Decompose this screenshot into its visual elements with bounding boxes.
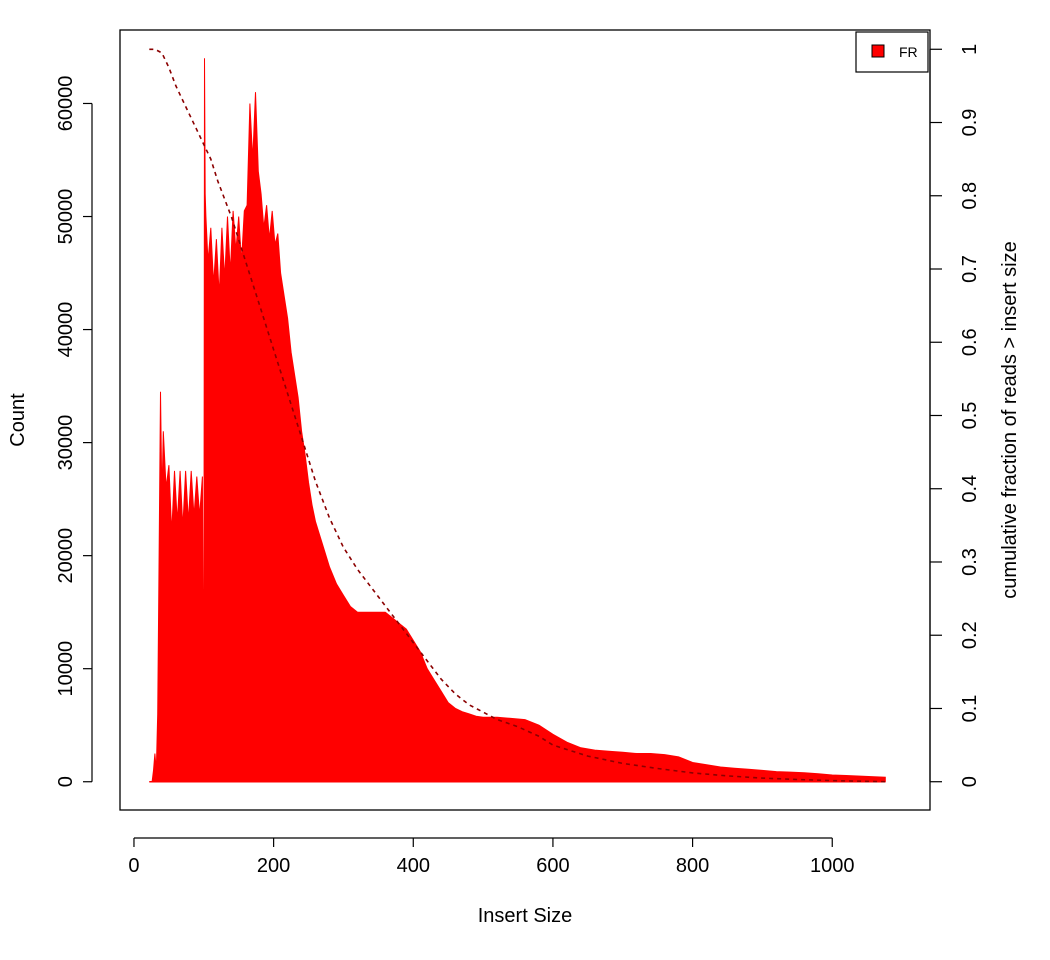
y2-tick-label: 0.8 xyxy=(959,182,981,210)
y2-tick-label: 0.6 xyxy=(959,328,981,356)
y-axis-left: 0 10000 20000 30000 40000 50000 60000 xyxy=(55,76,93,787)
y-axis-right: 0 0.1 0.2 0.3 0.4 0.5 0.6 0.7 0.8 0.9 1 xyxy=(929,44,981,787)
x-axis: 0 200 400 600 800 1000 xyxy=(128,837,855,877)
legend-box xyxy=(855,31,929,73)
legend: FR xyxy=(855,31,929,73)
y-axis-title: Count xyxy=(7,393,29,447)
x-axis-title: Insert Size xyxy=(478,905,572,927)
y2-axis-title: cumulative fraction of reads > insert si… xyxy=(999,241,1021,598)
x-tick-label: 600 xyxy=(536,855,569,877)
cumulative-layer xyxy=(149,48,886,783)
y-tick-label: 40000 xyxy=(55,302,77,358)
y2-tick-label: 0.5 xyxy=(959,402,981,430)
y-tick-label: 20000 xyxy=(55,528,77,584)
y2-tick-label: 0.3 xyxy=(959,548,981,576)
x-tick-label: 0 xyxy=(128,855,139,877)
y2-tick-label: 0.2 xyxy=(959,621,981,649)
y2-tick-label: 0.1 xyxy=(959,695,981,723)
legend-label-fr: FR xyxy=(899,44,918,60)
y2-tick-label: 0.4 xyxy=(959,475,981,503)
y-tick-label: 30000 xyxy=(55,415,77,471)
y2-tick-label: 0 xyxy=(959,776,981,787)
fr-histogram-area xyxy=(149,58,886,783)
y-tick-label: 0 xyxy=(55,776,77,787)
x-tick-label: 800 xyxy=(676,855,709,877)
cumulative-fraction-line xyxy=(149,48,886,783)
legend-swatch-fr xyxy=(871,44,885,58)
y-tick-label: 60000 xyxy=(55,76,77,132)
x-tick-label: 400 xyxy=(397,855,430,877)
y2-tick-label: 0.7 xyxy=(959,255,981,283)
y2-tick-label: 1 xyxy=(959,44,981,55)
x-tick-label: 1000 xyxy=(810,855,855,877)
y2-tick-label: 0.9 xyxy=(959,109,981,137)
x-tick-label: 200 xyxy=(257,855,290,877)
y-tick-label: 50000 xyxy=(55,189,77,245)
histogram-layer xyxy=(149,58,886,783)
y-tick-label: 10000 xyxy=(55,641,77,697)
